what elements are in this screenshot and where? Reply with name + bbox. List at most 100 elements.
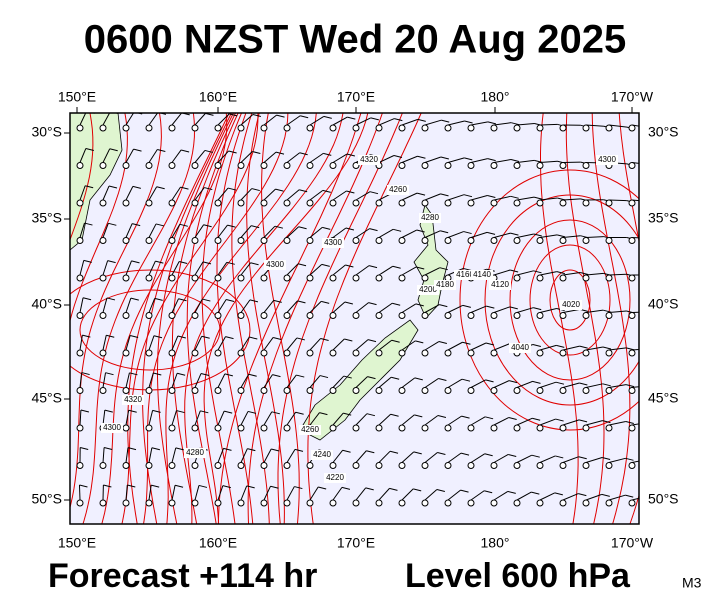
contour-label: 4120 <box>491 280 509 289</box>
lon-label-top: 180° <box>481 89 510 105</box>
barb-station <box>629 125 635 131</box>
barb-station <box>353 463 359 469</box>
barb-station <box>284 125 290 131</box>
barb-station <box>422 388 428 394</box>
contour-label: 4320 <box>124 395 142 404</box>
barb-station <box>606 388 612 394</box>
barb-station <box>261 238 267 244</box>
barb-station <box>307 275 313 281</box>
barb-station <box>192 275 198 281</box>
barb-station <box>376 425 382 431</box>
barb-station <box>192 463 198 469</box>
barb-station <box>445 425 451 431</box>
barb-station <box>376 275 382 281</box>
barb-station <box>284 238 290 244</box>
barb-station <box>215 425 221 431</box>
forecast-label: Forecast +114 hr <box>48 557 317 595</box>
barb-station <box>491 313 497 319</box>
barb-station <box>445 463 451 469</box>
barb-station <box>307 125 313 131</box>
barb-station <box>537 388 543 394</box>
barb-station <box>123 463 129 469</box>
barb-station <box>560 200 566 206</box>
contour-label: 4040 <box>511 343 529 352</box>
barb-station <box>514 200 520 206</box>
barb-station <box>307 388 313 394</box>
barb-station <box>560 313 566 319</box>
barb-station <box>422 425 428 431</box>
barb-station <box>445 200 451 206</box>
lon-label-bottom: 160°E <box>199 535 237 551</box>
lat-label-left: 30°S <box>31 124 62 140</box>
lat-label-right: 50°S <box>648 491 679 507</box>
barb-station <box>537 163 543 169</box>
barb-station <box>376 125 382 131</box>
barb-flag <box>650 275 658 277</box>
barb-station <box>307 350 313 356</box>
barb-station <box>537 350 543 356</box>
barb-station <box>146 200 152 206</box>
barb-station <box>422 238 428 244</box>
barb-station <box>330 200 336 206</box>
barb-station <box>146 388 152 394</box>
barb-station <box>330 388 336 394</box>
lat-label-right: 45°S <box>648 390 679 406</box>
barb-station <box>307 463 313 469</box>
barb-station <box>537 313 543 319</box>
barb-station <box>422 163 428 169</box>
barb-station <box>445 350 451 356</box>
barb-station <box>238 238 244 244</box>
barb-station <box>445 500 451 506</box>
contour-line <box>658 105 707 529</box>
barb-station <box>583 200 589 206</box>
barb-station <box>491 388 497 394</box>
barb-station <box>215 313 221 319</box>
barb-station <box>560 275 566 281</box>
barb-station <box>537 463 543 469</box>
barb-station <box>399 238 405 244</box>
barb-station <box>215 238 221 244</box>
barb-station <box>238 163 244 169</box>
barb-station <box>468 388 474 394</box>
barb-station <box>560 500 566 506</box>
barb-station <box>261 388 267 394</box>
barb-station <box>192 313 198 319</box>
barb-station <box>77 463 83 469</box>
barb-station <box>376 238 382 244</box>
barb-station <box>606 463 612 469</box>
barb-station <box>537 238 543 244</box>
barb-station <box>192 238 198 244</box>
barb-station <box>560 350 566 356</box>
barb-station <box>123 350 129 356</box>
barb-station <box>307 200 313 206</box>
barb-station <box>238 350 244 356</box>
barb-station <box>192 350 198 356</box>
barb-station <box>169 425 175 431</box>
barb-station <box>491 200 497 206</box>
barb-station <box>215 163 221 169</box>
barb-station <box>146 313 152 319</box>
barb-station <box>445 313 451 319</box>
barb-station <box>330 500 336 506</box>
barb-station <box>146 163 152 169</box>
barb-station <box>123 425 129 431</box>
barb-station <box>445 125 451 131</box>
barb-station <box>399 463 405 469</box>
title: 0600 NZST Wed 20 Aug 2025 <box>84 18 626 62</box>
barb-station <box>629 425 635 431</box>
barb-station <box>629 500 635 506</box>
barb-station <box>146 500 152 506</box>
barb-station <box>468 200 474 206</box>
barb-station <box>422 500 428 506</box>
lat-label-right: 35°S <box>648 210 679 226</box>
barb-station <box>560 388 566 394</box>
contour-line <box>698 105 711 529</box>
barb-station <box>261 500 267 506</box>
barb-station <box>169 500 175 506</box>
barb-station <box>606 500 612 506</box>
barb-station <box>284 463 290 469</box>
barb-station <box>77 425 83 431</box>
barb-station <box>468 313 474 319</box>
lon-label-bottom: 150°E <box>58 535 96 551</box>
barb-station <box>399 125 405 131</box>
